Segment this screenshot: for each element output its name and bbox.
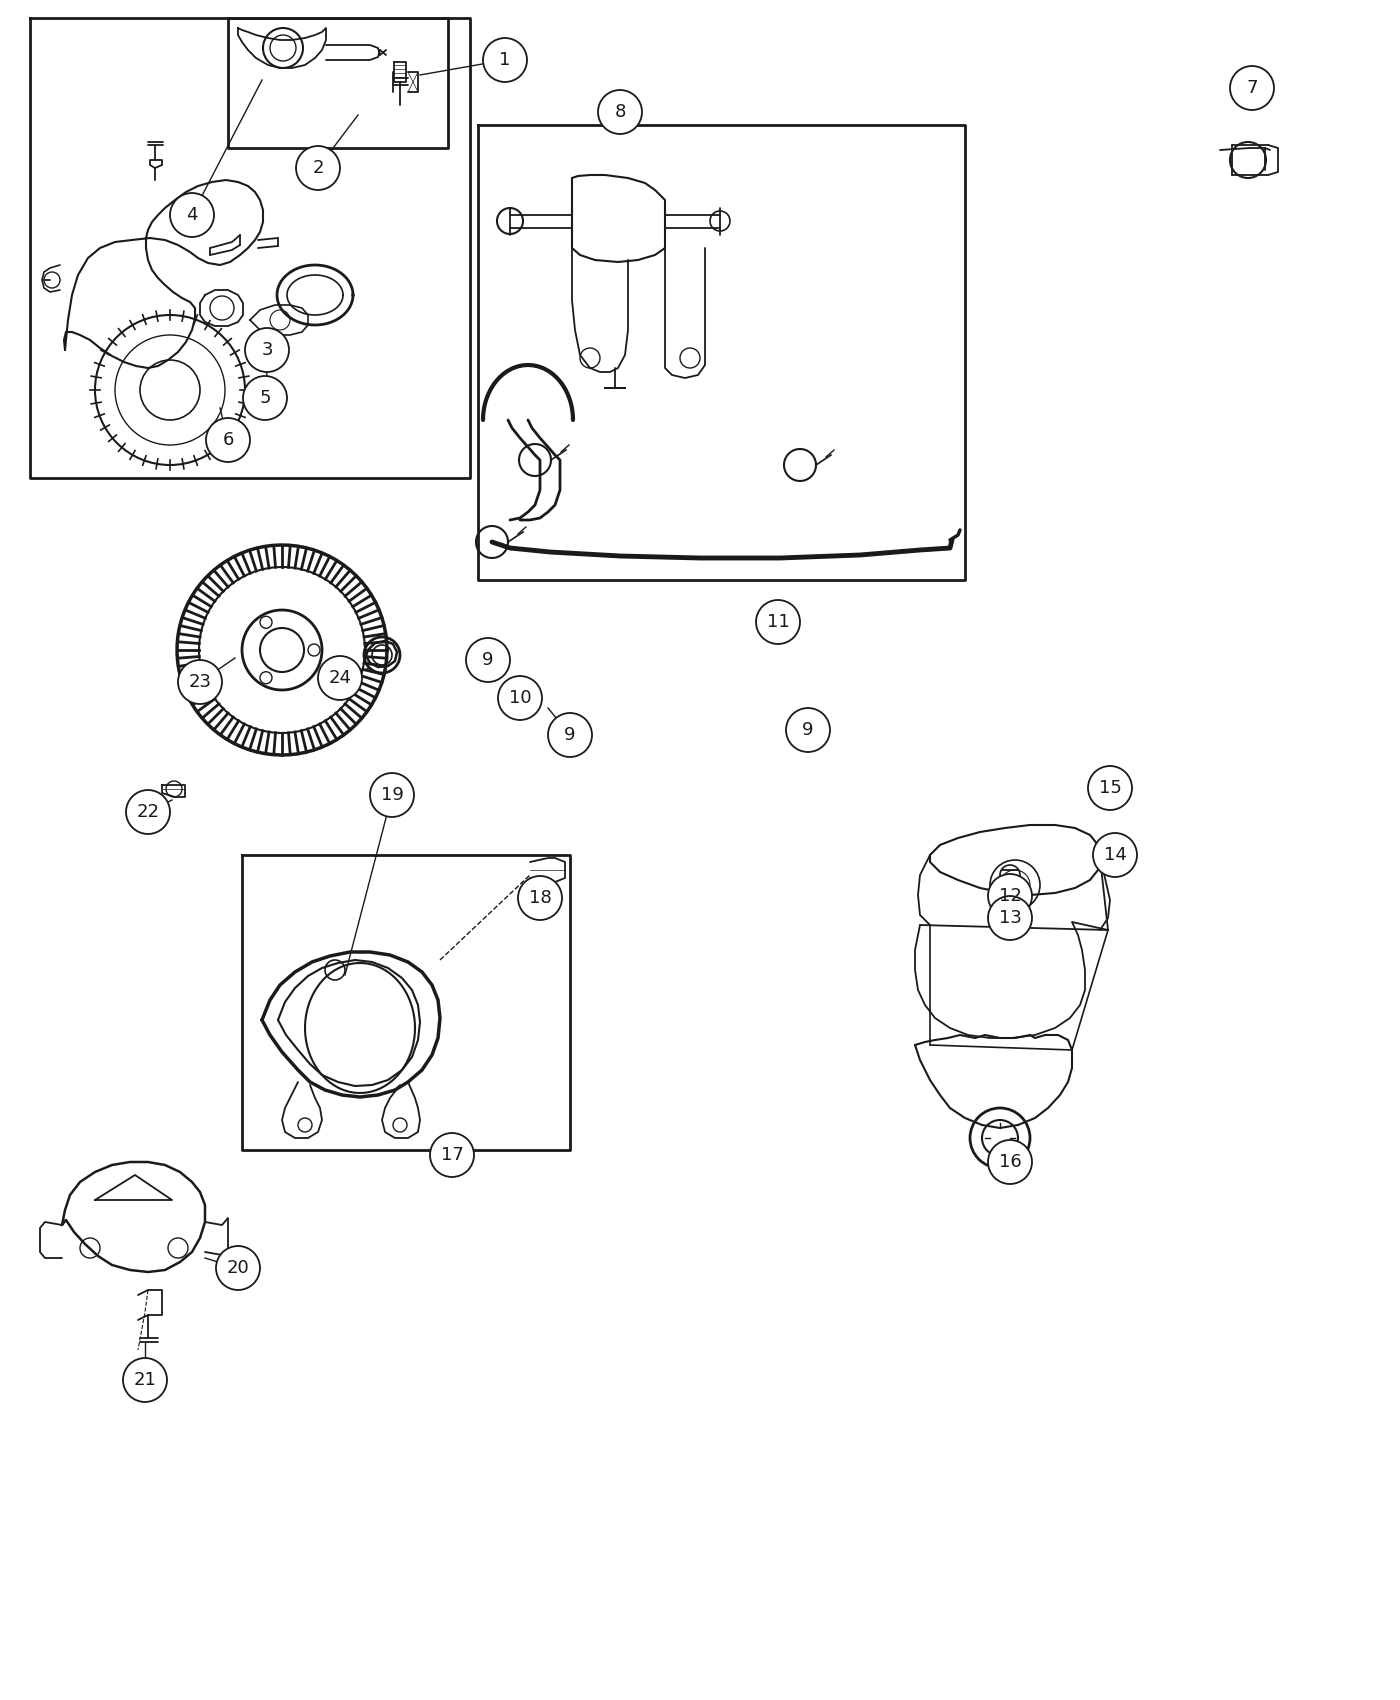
- Circle shape: [1093, 833, 1137, 877]
- Circle shape: [598, 90, 643, 134]
- Text: 19: 19: [381, 785, 403, 804]
- Text: 10: 10: [508, 688, 532, 707]
- Circle shape: [123, 1358, 167, 1402]
- Text: 16: 16: [998, 1153, 1022, 1171]
- Circle shape: [498, 677, 542, 721]
- Text: 24: 24: [329, 670, 351, 687]
- Circle shape: [244, 376, 287, 420]
- Circle shape: [318, 656, 363, 700]
- Circle shape: [178, 660, 223, 704]
- Text: 11: 11: [767, 614, 790, 631]
- Text: 21: 21: [133, 1370, 157, 1389]
- Text: 14: 14: [1103, 847, 1127, 864]
- Circle shape: [466, 638, 510, 682]
- Circle shape: [430, 1132, 475, 1176]
- Text: 12: 12: [998, 887, 1022, 904]
- Text: 17: 17: [441, 1146, 463, 1165]
- Circle shape: [1231, 66, 1274, 110]
- Circle shape: [206, 418, 251, 462]
- Text: 3: 3: [262, 342, 273, 359]
- Text: 4: 4: [186, 206, 197, 224]
- Text: 9: 9: [802, 721, 813, 740]
- Text: 18: 18: [529, 889, 552, 908]
- Circle shape: [1088, 767, 1133, 809]
- Text: 9: 9: [564, 726, 575, 745]
- Text: 15: 15: [1099, 779, 1121, 797]
- Text: 20: 20: [227, 1260, 249, 1277]
- Text: 9: 9: [482, 651, 494, 670]
- Text: 7: 7: [1246, 78, 1257, 97]
- Circle shape: [483, 37, 526, 82]
- Circle shape: [988, 896, 1032, 940]
- Text: 5: 5: [259, 389, 270, 406]
- Circle shape: [785, 707, 830, 751]
- Circle shape: [518, 876, 561, 920]
- Circle shape: [295, 146, 340, 190]
- Circle shape: [126, 790, 169, 835]
- Text: 22: 22: [137, 802, 160, 821]
- Circle shape: [245, 328, 288, 372]
- Text: 23: 23: [189, 673, 211, 690]
- Text: 13: 13: [998, 910, 1022, 926]
- Circle shape: [756, 600, 799, 644]
- Circle shape: [370, 774, 414, 818]
- Text: 6: 6: [223, 432, 234, 449]
- Text: 8: 8: [615, 104, 626, 121]
- Circle shape: [169, 194, 214, 236]
- Text: 1: 1: [500, 51, 511, 70]
- Circle shape: [547, 712, 592, 756]
- Circle shape: [988, 874, 1032, 918]
- Circle shape: [216, 1246, 260, 1290]
- Text: 2: 2: [312, 160, 323, 177]
- Circle shape: [988, 1141, 1032, 1183]
